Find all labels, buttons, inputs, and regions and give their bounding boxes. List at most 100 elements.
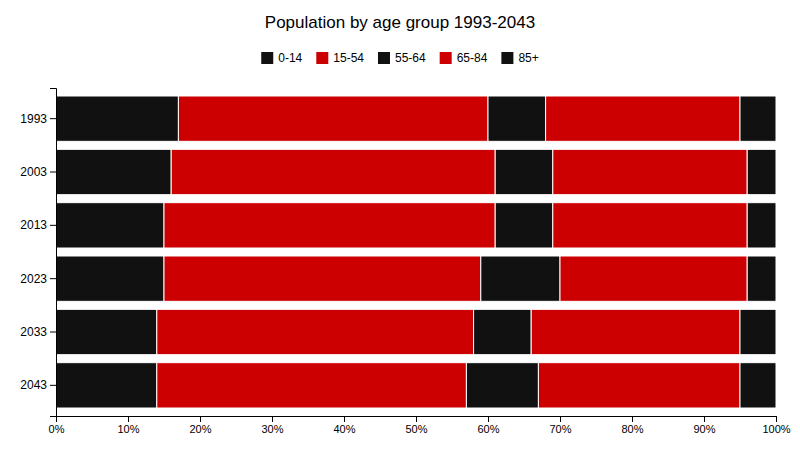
bar-segment: [747, 256, 776, 301]
bar-segment: [157, 363, 467, 408]
bar-segment: [56, 149, 171, 194]
legend: 0-14 15-54 55-64 65-84 85+: [261, 51, 539, 65]
legend-swatch: [378, 52, 390, 64]
y-tick: 1993: [20, 112, 56, 126]
x-tick: 60%: [477, 416, 499, 435]
y-tick-label: 2043: [20, 378, 47, 392]
x-tick: 0%: [49, 416, 65, 435]
bar-segment: [56, 363, 157, 408]
bar-segment: [481, 256, 560, 301]
bar-segment: [546, 96, 740, 141]
series: [740, 96, 776, 408]
bar-segment: [56, 203, 164, 248]
x-tick: 70%: [549, 416, 571, 435]
legend-label: 85+: [518, 51, 538, 65]
bar-segment: [553, 203, 747, 248]
bar-segment: [747, 149, 776, 194]
bar-segment: [747, 203, 776, 248]
chart: Population by age group 1993-2043 0% 10% 20…: [0, 0, 800, 450]
bar-segment: [56, 256, 164, 301]
legend-label: 65-84: [457, 51, 488, 65]
x-tick-mark: [560, 416, 561, 422]
x-tick-label: 30%: [261, 423, 283, 435]
x-tick-mark: [704, 416, 705, 422]
y-tick-mark: [50, 385, 56, 386]
title: Population by age group 1993-2043: [265, 13, 535, 32]
bar-segment: [171, 149, 495, 194]
x-tick-mark: [200, 416, 201, 422]
bar-segment: [56, 96, 178, 141]
y-tick: 2033: [20, 325, 56, 339]
bar-segment: [466, 363, 538, 408]
x-tick: 100%: [762, 416, 790, 435]
x-tick-label: 80%: [621, 423, 643, 435]
legend-label: 0-14: [278, 51, 302, 65]
bar-segment: [740, 309, 776, 354]
x-tick: 80%: [621, 416, 643, 435]
x-tick-mark: [416, 416, 417, 422]
y-tick-mark: [50, 172, 56, 173]
bar-segment: [157, 309, 474, 354]
bar-segment: [538, 363, 740, 408]
x-axis: 0% 10% 20% 30% 40% 50% 60% 70% 80% 90% 100%: [49, 416, 791, 435]
x-tick-label: 70%: [549, 423, 571, 435]
x-tick-label: 40%: [333, 423, 355, 435]
series: [466, 96, 560, 408]
bar-segment: [553, 149, 747, 194]
legend-swatch: [316, 52, 328, 64]
x-tick-mark: [272, 416, 273, 422]
x-tick-label: 90%: [693, 423, 715, 435]
y-axis-line: [50, 89, 57, 417]
x-tick: 50%: [405, 416, 427, 435]
x-tick-label: 0%: [49, 423, 65, 435]
y-tick-mark: [50, 225, 56, 226]
legend-item: 15-54: [316, 51, 364, 65]
legend-label: 15-54: [333, 51, 364, 65]
x-tick-mark: [632, 416, 633, 422]
plot: 0% 10% 20% 30% 40% 50% 60% 70% 80% 90% 100% 1993 200…: [20, 89, 790, 435]
x-tick: 30%: [261, 416, 283, 435]
x-tick-mark: [344, 416, 345, 422]
bar-segment: [488, 96, 546, 141]
bar-segment: [560, 256, 747, 301]
bar-segment: [495, 149, 553, 194]
legend-item: 0-14: [261, 51, 302, 65]
x-tick-label: 10%: [117, 423, 139, 435]
bar-segment: [740, 96, 776, 141]
y-tick: 2003: [20, 165, 56, 179]
bar-segment: [495, 203, 553, 248]
legend-item: 85+: [501, 51, 538, 65]
series: [56, 96, 178, 408]
series: [531, 96, 747, 408]
y-tick-label: 2013: [20, 218, 47, 232]
y-tick: 2043: [20, 378, 56, 392]
y-axis: 1993 2003 2013 2023 2033 2043: [20, 89, 56, 417]
bars: [56, 96, 776, 408]
y-tick-label: 2003: [20, 165, 47, 179]
legend-item: 65-84: [440, 51, 488, 65]
y-tick-mark: [50, 332, 56, 333]
bar-segment: [178, 96, 488, 141]
bar-segment: [56, 309, 157, 354]
x-tick-label: 100%: [762, 423, 790, 435]
y-tick-label: 2033: [20, 325, 47, 339]
x-tick: 90%: [693, 416, 715, 435]
x-axis-line: [57, 417, 777, 423]
x-tick-label: 60%: [477, 423, 499, 435]
bar-segment: [164, 256, 481, 301]
y-tick: 2023: [20, 272, 56, 286]
y-tick-label: 2023: [20, 272, 47, 286]
series: [157, 96, 495, 408]
bar-segment: [164, 203, 495, 248]
y-tick-label: 1993: [20, 112, 47, 126]
legend-swatch: [501, 52, 513, 64]
x-tick-label: 20%: [189, 423, 211, 435]
x-tick-mark: [488, 416, 489, 422]
y-tick: 2013: [20, 218, 56, 232]
y-tick-mark: [50, 118, 56, 119]
x-tick-label: 50%: [405, 423, 427, 435]
x-tick-mark: [776, 416, 777, 422]
bar-segment: [531, 309, 740, 354]
legend-label: 55-64: [395, 51, 426, 65]
x-tick-mark: [128, 416, 129, 422]
